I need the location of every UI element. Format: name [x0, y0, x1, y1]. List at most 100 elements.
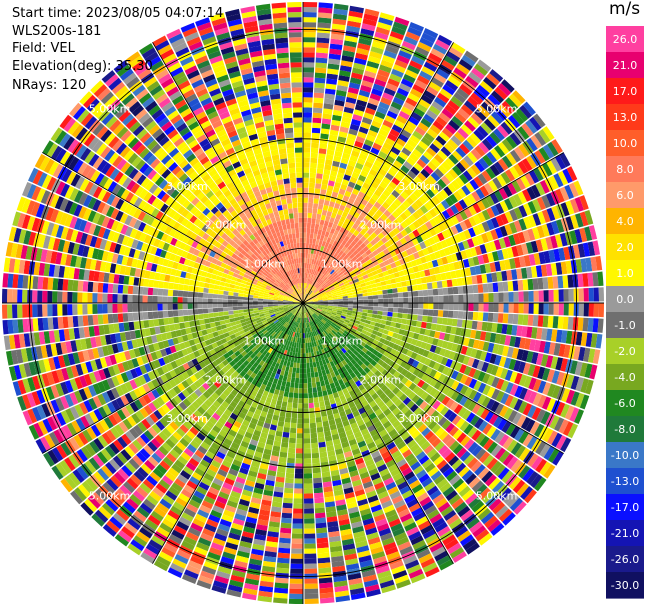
- velocity-bin: [533, 278, 539, 289]
- velocity-bin: [544, 303, 549, 315]
- velocity-bin: [303, 343, 305, 348]
- velocity-bin: [284, 391, 289, 397]
- velocity-bin: [423, 296, 428, 302]
- velocity-bin: [314, 372, 318, 378]
- velocity-bin: [458, 303, 463, 311]
- velocity-bin: [377, 290, 383, 294]
- velocity-bin: [304, 493, 313, 498]
- velocity-bin: [413, 291, 418, 297]
- velocity-bin: [523, 279, 529, 290]
- velocity-bin: [473, 285, 479, 294]
- velocity-bin: [305, 253, 308, 258]
- velocity-bin: [304, 549, 316, 554]
- velocity-bin: [373, 307, 378, 311]
- velocity-bin: [310, 363, 314, 368]
- velocity-bin: [287, 463, 295, 469]
- velocity-bin: [303, 107, 312, 112]
- velocity-bin: [311, 223, 315, 228]
- velocity-bin: [478, 294, 483, 303]
- velocity-bin: [303, 368, 306, 373]
- velocity-bin: [382, 311, 388, 316]
- velocity-bin: [290, 579, 303, 584]
- velocity-bin: [313, 118, 322, 124]
- velocity-bin: [304, 569, 317, 574]
- velocity-bin: [304, 503, 314, 508]
- velocity-bin: [306, 233, 310, 238]
- velocity-bin: [393, 303, 398, 308]
- velocity-bin: [312, 213, 317, 219]
- velocity-bin: [303, 32, 316, 37]
- velocity-bin: [323, 205, 329, 211]
- velocity-bin: [303, 218, 307, 223]
- velocity-bin: [309, 413, 315, 418]
- velocity-bin: [343, 305, 348, 307]
- velocity-bin: [448, 295, 453, 302]
- velocity-bin: [453, 303, 458, 310]
- velocity-bin: [308, 203, 313, 208]
- velocity-bin: [320, 133, 329, 139]
- velocity-bin: [513, 281, 519, 291]
- velocity-bin: [300, 373, 304, 378]
- velocity-bin: [391, 283, 397, 288]
- velocity-bin: [422, 316, 428, 322]
- velocity-bin: [316, 528, 327, 534]
- velocity-bin: [299, 393, 304, 398]
- velocity-bin: [416, 278, 422, 284]
- velocity-bin: [488, 303, 493, 312]
- velocity-bin: [314, 229, 318, 235]
- velocity-bin: [317, 432, 324, 438]
- velocity-bin: [462, 320, 468, 328]
- velocity-bin: [316, 523, 327, 529]
- velocity-bin: [371, 318, 377, 323]
- velocity-bin: [453, 287, 459, 295]
- velocity-bin: [295, 478, 304, 483]
- velocity-bin: [433, 296, 438, 302]
- velocity-bin: [307, 363, 310, 368]
- velocity-bin: [432, 317, 438, 324]
- velocity-bin: [314, 88, 324, 94]
- velocity-bin: [554, 290, 559, 302]
- velocity-bin: [401, 319, 407, 325]
- velocity-bin: [303, 7, 317, 12]
- velocity-bin: [275, 583, 289, 589]
- velocity-bin: [289, 599, 303, 604]
- velocity-bin: [463, 286, 469, 294]
- velocity-bin: [381, 320, 387, 325]
- velocity-bin: [358, 309, 363, 312]
- velocity-bin: [503, 282, 509, 292]
- velocity-bin: [311, 443, 318, 449]
- velocity-bin: [418, 297, 423, 303]
- velocity-bin: [378, 303, 383, 307]
- velocity-bin: [307, 368, 311, 373]
- velocity-bin: [281, 381, 286, 387]
- velocity-bin: [286, 412, 292, 418]
- velocity-bin: [562, 275, 568, 288]
- velocity-bin: [392, 312, 398, 317]
- velocity-bin: [488, 313, 494, 322]
- velocity-bin: [314, 83, 325, 89]
- velocity-bin: [386, 321, 392, 326]
- velocity-bin: [314, 93, 324, 99]
- velocity-bin: [557, 276, 563, 289]
- velocity-bin: [343, 298, 348, 300]
- velocity-bin: [468, 312, 474, 320]
- velocity-bin: [303, 137, 311, 142]
- velocity-bin: [293, 509, 303, 514]
- velocity-bin: [275, 578, 289, 584]
- velocity-bin: [422, 283, 428, 289]
- velocity-bin: [279, 538, 291, 544]
- velocity-bin: [317, 33, 330, 39]
- velocity-bin: [304, 398, 309, 403]
- velocity-bin: [478, 284, 484, 293]
- velocity-bin: [321, 128, 330, 134]
- velocity-bin: [377, 311, 382, 315]
- velocity-bin: [305, 584, 319, 589]
- velocity-bin: [367, 292, 372, 296]
- velocity-bin: [314, 493, 324, 499]
- velocity-bin: [477, 321, 483, 330]
- velocity-bin: [549, 290, 554, 302]
- velocity-bin: [544, 290, 549, 302]
- velocity-bin: [313, 234, 317, 240]
- velocity-bin: [305, 343, 307, 348]
- velocity-bin: [348, 305, 353, 308]
